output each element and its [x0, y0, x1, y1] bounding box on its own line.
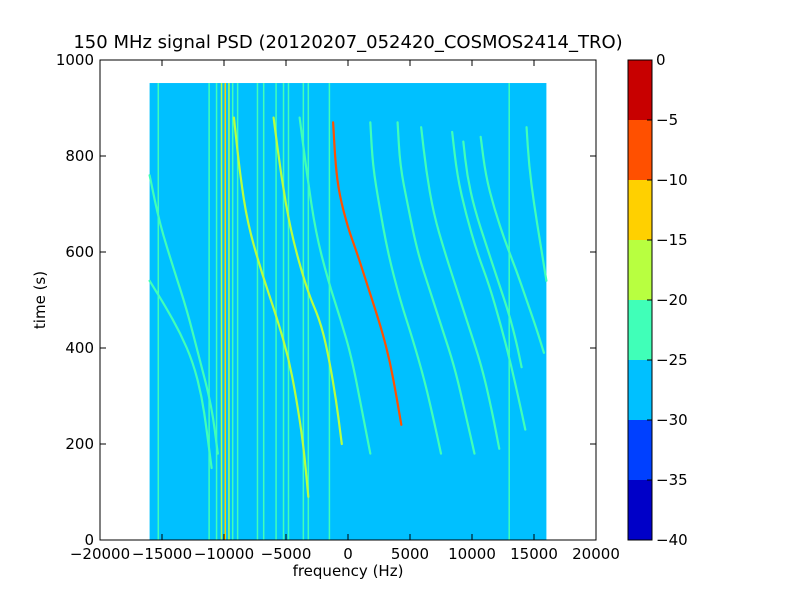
x-tick-label: 10000: [448, 545, 496, 563]
colorbar-tick-label: −15: [656, 231, 688, 249]
colorbar-level: [628, 300, 652, 360]
y-tick-label: 800: [65, 147, 94, 165]
y-tick-label: 400: [65, 339, 94, 357]
heatmap-background: [149, 83, 547, 540]
doppler-trace: [462, 140, 523, 369]
colorbar-level: [628, 240, 652, 300]
colorbar: 0 −5 −10 −15 −20 −25 −30 −35 −40: [627, 51, 688, 549]
doppler-trace: [396, 121, 476, 455]
y-tick-label: 0: [84, 531, 94, 549]
doppler-trace: [298, 116, 372, 455]
doppler-trace: [420, 126, 501, 450]
colorbar-tick-label: −25: [656, 351, 688, 369]
colorbar-tick-label: 0: [656, 51, 666, 69]
x-tick-label: −10000: [194, 545, 254, 563]
colorbar-tick-label: −40: [656, 531, 688, 549]
heatmap-layer: [148, 83, 548, 540]
colorbar-level: [628, 420, 652, 480]
y-axis-label: time (s): [31, 271, 49, 329]
y-axis: 0 200 400 600 800 1000: [56, 51, 596, 549]
colorbar-level: [628, 480, 652, 540]
doppler-trace: [332, 121, 403, 426]
chart-title: 150 MHz signal PSD (20120207_052420_COSM…: [73, 32, 622, 53]
colorbar-level: [628, 360, 652, 420]
colorbar-level: [628, 120, 652, 180]
y-tick-label: 200: [65, 435, 94, 453]
colorbar-tick-label: −30: [656, 411, 688, 429]
doppler-trace: [525, 126, 548, 282]
colorbar-level: [628, 180, 652, 240]
x-tick-label: −5000: [261, 545, 312, 563]
doppler-trace: [479, 135, 546, 354]
x-tick-label: −15000: [132, 545, 192, 563]
doppler-trace: [369, 121, 443, 455]
colorbar-tick-label: −10: [656, 171, 688, 189]
colorbar-tick-label: −5: [656, 111, 678, 129]
x-tick-label: −20000: [70, 545, 130, 563]
x-tick-label: 5000: [391, 545, 429, 563]
x-axis-label: frequency (Hz): [293, 562, 404, 580]
doppler-trace: [232, 116, 310, 498]
plot-area: −20000 −15000 −10000 −5000 0 5000 10000 15000 20…: [56, 51, 620, 563]
y-tick-label: 1000: [56, 51, 94, 69]
colorbar-tick-label: −20: [656, 291, 688, 309]
x-tick-label: 0: [343, 545, 353, 563]
colorbar-tick-label: −35: [656, 471, 688, 489]
doppler-trace: [272, 116, 343, 446]
x-tick-label: 20000: [572, 545, 620, 563]
doppler-trace: [148, 279, 213, 470]
doppler-trace: [148, 174, 219, 455]
x-tick-label: 15000: [510, 545, 558, 563]
doppler-trace: [451, 130, 527, 431]
y-tick-label: 600: [65, 243, 94, 261]
colorbar-level: [628, 60, 652, 120]
x-axis: −20000 −15000 −10000 −5000 0 5000 10000 15000 20…: [70, 60, 620, 563]
